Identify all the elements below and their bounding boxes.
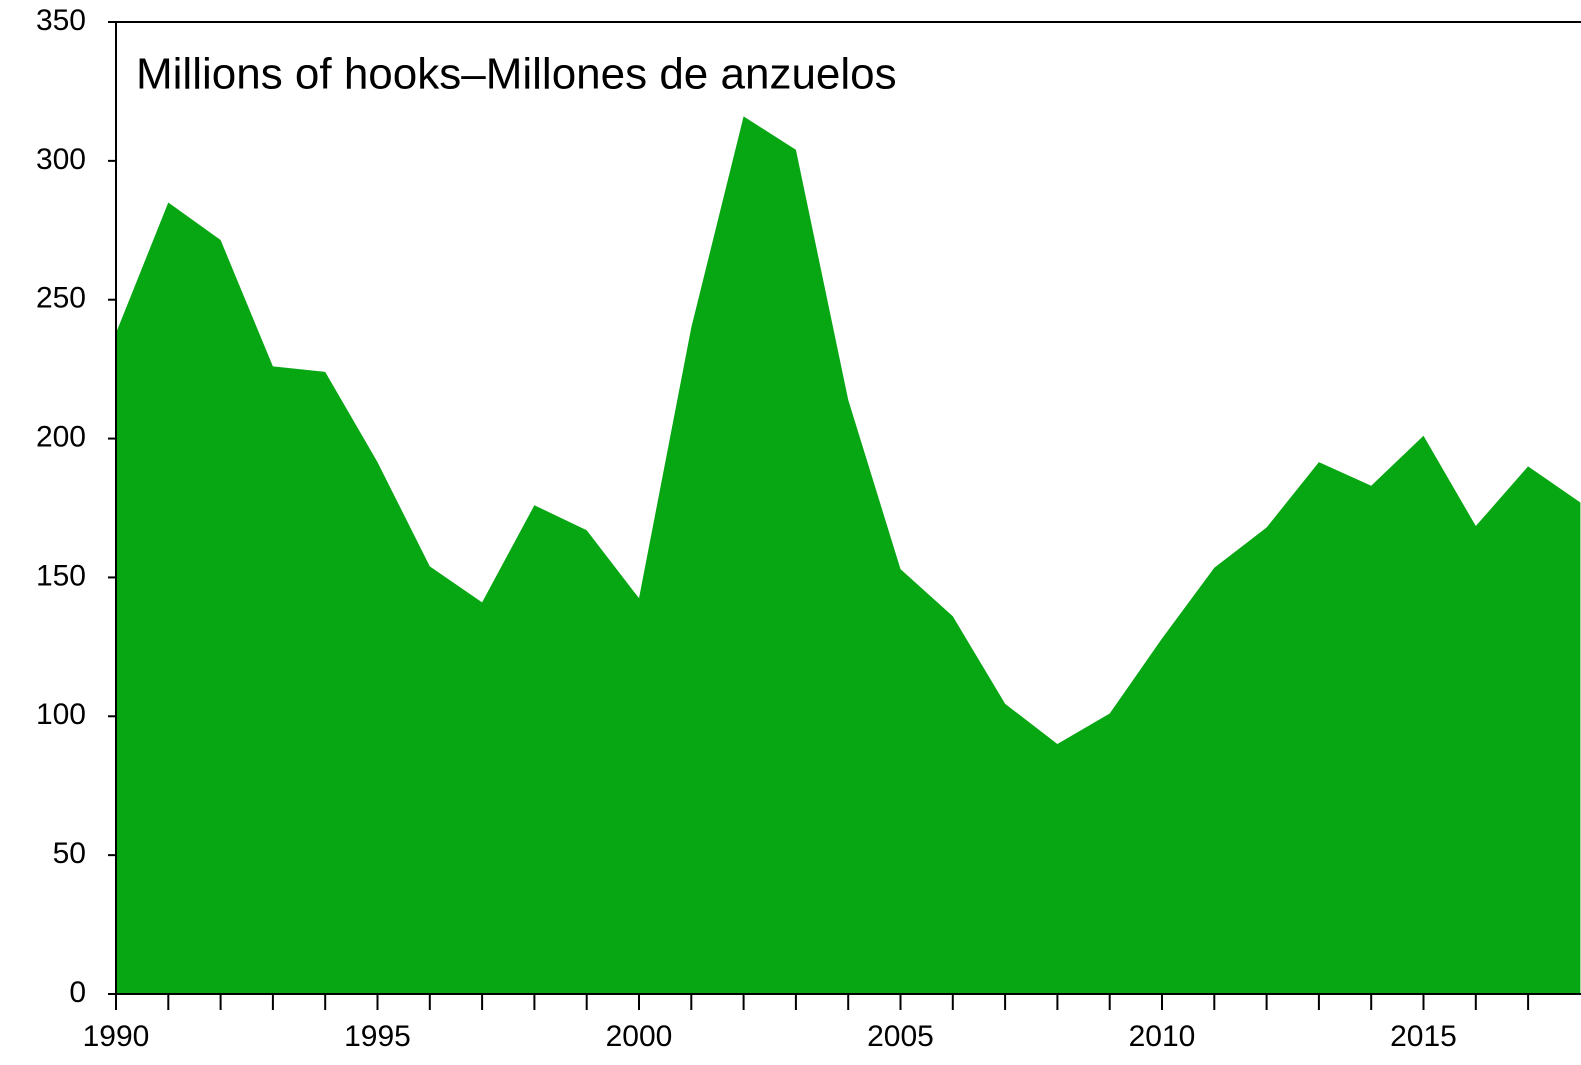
x-tick-label: 1995 bbox=[344, 1020, 411, 1053]
y-tick-label: 200 bbox=[36, 420, 86, 453]
y-tick-label: 150 bbox=[36, 559, 86, 592]
y-tick-label: 50 bbox=[53, 837, 86, 870]
area bbox=[116, 116, 1581, 994]
y-tick-label: 100 bbox=[36, 698, 86, 731]
x-tick-label: 2000 bbox=[606, 1020, 673, 1053]
y-tick-label: 0 bbox=[69, 976, 86, 1009]
x-tick-label: 2005 bbox=[867, 1020, 934, 1053]
y-tick-label: 250 bbox=[36, 282, 86, 315]
y-tick-label: 300 bbox=[36, 143, 86, 176]
chart-title: Millions of hooks–Millones de anzuelos bbox=[136, 50, 897, 99]
x-tick-label: 2010 bbox=[1129, 1020, 1196, 1053]
plot-area bbox=[116, 116, 1581, 994]
x-tick-label: 1990 bbox=[83, 1020, 150, 1053]
x-tick-label: 2015 bbox=[1390, 1020, 1457, 1053]
y-tick-label: 350 bbox=[36, 4, 86, 37]
